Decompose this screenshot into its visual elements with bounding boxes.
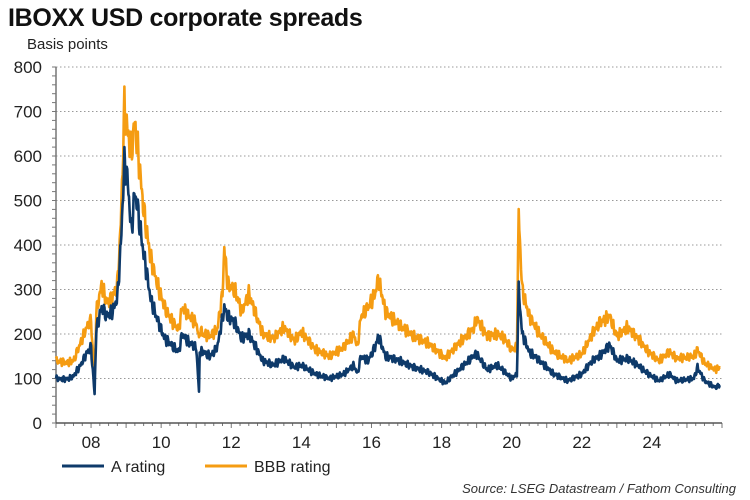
y-tick-label: 100 xyxy=(14,370,42,389)
y-tick-label: 700 xyxy=(14,103,42,122)
series-lines xyxy=(54,85,721,396)
y-tick-label: 600 xyxy=(14,147,42,166)
legend: A rating BBB rating xyxy=(62,459,330,476)
x-tick-label: 08 xyxy=(82,433,101,452)
y-tick-label: 200 xyxy=(14,325,42,344)
x-tick-label: 12 xyxy=(222,433,241,452)
x-tick-label: 22 xyxy=(572,433,591,452)
y-tick-label: 800 xyxy=(14,58,42,77)
x-tick-label: 10 xyxy=(152,433,171,452)
series-line-a-rating xyxy=(54,145,721,396)
y-tick-label: 500 xyxy=(14,192,42,211)
y-tick-label: 0 xyxy=(33,414,42,433)
series-line-bbb-rating xyxy=(54,85,721,381)
x-tick-label: 18 xyxy=(432,433,451,452)
legend-label-a-rating: A rating xyxy=(111,459,165,476)
x-tick-label: 14 xyxy=(292,433,311,452)
x-tick-label: 20 xyxy=(502,433,521,452)
legend-label-bbb-rating: BBB rating xyxy=(254,459,330,476)
source-note: Source: LSEG Datastream / Fathom Consult… xyxy=(462,481,736,496)
gridlines xyxy=(56,66,722,379)
y-tick-label: 400 xyxy=(14,236,42,255)
y-tick-label: 300 xyxy=(14,281,42,300)
x-tick-label: 16 xyxy=(362,433,381,452)
axes: 0 100 200 300 400 500 600 700 800 08 10 12 14 16 18 20 2… xyxy=(14,58,723,452)
chart-title: IBOXX USD corporate spreads xyxy=(8,4,363,32)
chart-subtitle: Basis points xyxy=(27,36,108,53)
x-tick-label: 24 xyxy=(642,433,661,452)
